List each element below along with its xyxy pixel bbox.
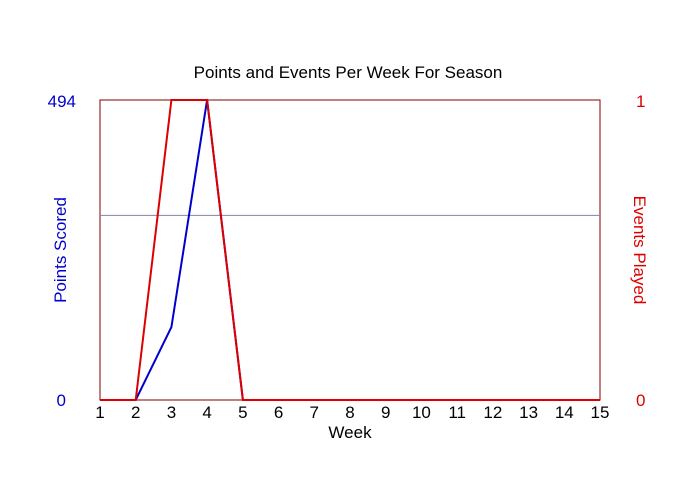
right-tick-label-bottom: 0 <box>636 391 645 410</box>
left-axis-label: Points Scored <box>51 197 70 303</box>
x-tick-label-5: 5 <box>238 403 247 422</box>
x-tick-label-12: 12 <box>483 403 502 422</box>
x-tick-label-9: 9 <box>381 403 390 422</box>
x-tick-label-7: 7 <box>310 403 319 422</box>
x-tick-label-1: 1 <box>95 403 104 422</box>
x-tick-label-13: 13 <box>519 403 538 422</box>
x-tick-label-8: 8 <box>345 403 354 422</box>
right-tick-label-top: 1 <box>636 92 645 111</box>
x-tick-label-10: 10 <box>412 403 431 422</box>
x-tick-label-3: 3 <box>167 403 176 422</box>
chart-title: Points and Events Per Week For Season <box>194 63 503 82</box>
left-tick-label-top: 494 <box>48 92 76 111</box>
x-tick-label-15: 15 <box>591 403 610 422</box>
left-tick-label-bottom: 0 <box>57 391 66 410</box>
x-tick-label-11: 11 <box>448 403 466 422</box>
x-tick-label-2: 2 <box>131 403 140 422</box>
right-axis-label: Events Played <box>630 196 649 305</box>
x-axis-ticks: 1 2 3 4 5 6 7 8 9 10 11 12 13 14 15 <box>95 403 609 422</box>
x-tick-label-4: 4 <box>202 403 211 422</box>
series-group <box>100 99 600 401</box>
x-tick-label-14: 14 <box>555 403 574 422</box>
x-tick-label-6: 6 <box>274 403 283 422</box>
x-axis-label: Week <box>328 423 372 442</box>
events-played-line <box>100 99 600 401</box>
